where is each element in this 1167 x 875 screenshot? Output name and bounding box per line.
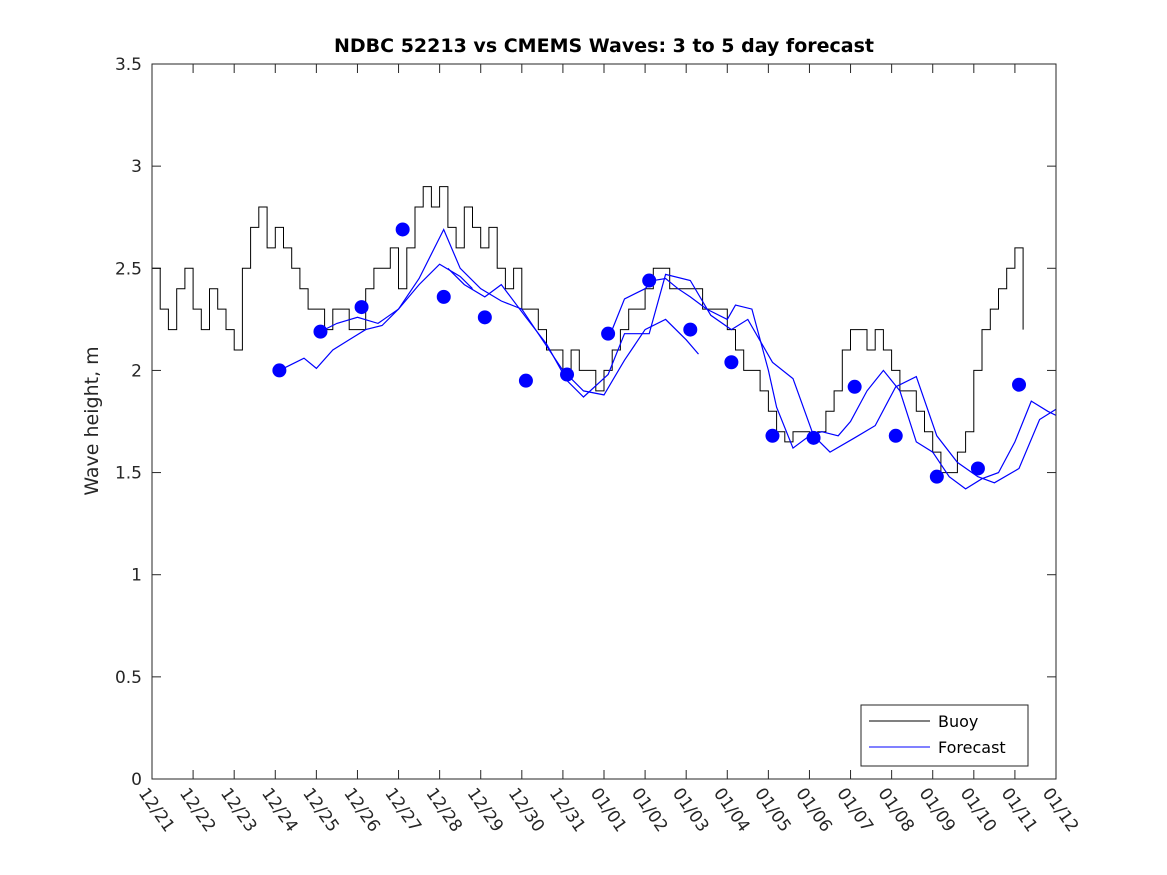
forecast-marker xyxy=(847,379,862,394)
forecast-marker xyxy=(272,363,287,378)
forecast-marker xyxy=(806,430,821,445)
legend-forecast-label: Forecast xyxy=(938,738,1006,757)
y-tick-label: 1 xyxy=(131,566,142,586)
chart-title: NDBC 52213 vs CMEMS Waves: 3 to 5 day fo… xyxy=(334,35,874,57)
forecast-marker xyxy=(354,300,369,315)
y-tick-labels: 0 0.5 1 1.5 2 2.5 3 3.5 xyxy=(115,55,142,790)
legend-buoy-label: Buoy xyxy=(938,712,978,731)
forecast-marker xyxy=(560,367,575,382)
forecast-marker xyxy=(518,373,533,388)
forecast-series-line xyxy=(447,267,1057,484)
forecast-marker xyxy=(888,428,903,443)
forecast-series-line xyxy=(611,277,1057,490)
y-axis-label: Wave height, m xyxy=(81,346,103,495)
forecast-marker xyxy=(436,289,451,304)
forecast-marker xyxy=(724,355,739,370)
forecast-marker xyxy=(765,428,780,443)
forecast-series-line xyxy=(320,228,699,396)
buoy-series-line xyxy=(152,186,1024,474)
plot-area xyxy=(152,64,1056,779)
y-tick-label: 2 xyxy=(131,361,142,381)
y-tick-label: 3 xyxy=(131,157,142,177)
y-tick-label: 1.5 xyxy=(115,464,142,484)
forecast-marker xyxy=(477,310,492,325)
forecast-marker xyxy=(313,324,328,339)
y-tick-label: 0.5 xyxy=(115,668,142,688)
forecast-series-line xyxy=(279,263,473,371)
forecast-marker xyxy=(1012,377,1027,392)
forecast-marker xyxy=(683,322,698,337)
y-tick-label: 2.5 xyxy=(115,259,142,279)
legend: Buoy Forecast xyxy=(860,704,1029,767)
forecast-marker xyxy=(601,326,616,341)
forecast-marker xyxy=(970,461,985,476)
legend-box xyxy=(860,704,1029,767)
y-tick-label: 0 xyxy=(131,770,142,790)
y-tick-label: 3.5 xyxy=(115,55,142,75)
forecast-marker xyxy=(929,469,944,484)
series-layer xyxy=(152,186,1057,490)
forecast-marker xyxy=(395,222,410,237)
plot-frame xyxy=(151,63,1057,780)
forecast-marker xyxy=(642,273,657,288)
